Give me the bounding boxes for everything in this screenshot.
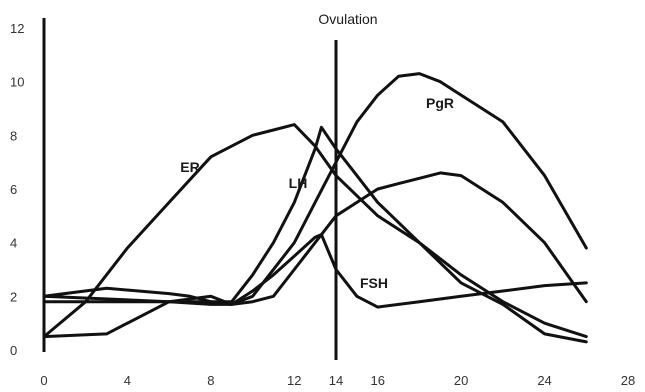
series-line-pgr	[42, 171, 588, 339]
series-line-lh	[42, 125, 588, 344]
x-tick-label: 16	[370, 373, 384, 388]
x-tick-label: 0	[40, 373, 47, 388]
series-line-4	[42, 72, 588, 306]
y-tick-label: 6	[10, 182, 17, 197]
y-tick-label: 10	[10, 75, 24, 90]
y-tick-label: 8	[10, 128, 17, 143]
series-label-pgr: PgR	[426, 95, 454, 111]
series-line-er	[42, 123, 588, 339]
y-tick-label: 0	[10, 343, 17, 358]
series-label-fsh: FSH	[360, 275, 388, 291]
y-tick-label: 2	[10, 289, 17, 304]
series-label-er: ER	[180, 159, 199, 175]
x-tick-label: 14	[329, 373, 343, 388]
x-tick-label: 8	[207, 373, 214, 388]
y-tick-label: 4	[10, 236, 17, 251]
series-line-fsh	[42, 233, 588, 309]
x-tick-label: 4	[124, 373, 131, 388]
x-tick-label: 20	[454, 373, 468, 388]
ovulation-label: Ovulation	[318, 11, 377, 27]
x-tick-label: 24	[537, 373, 551, 388]
series-label-lh: LH	[289, 175, 308, 191]
y-tick-label: 12	[10, 21, 24, 36]
x-tick-label: 12	[287, 373, 301, 388]
x-tick-label: 28	[621, 373, 635, 388]
